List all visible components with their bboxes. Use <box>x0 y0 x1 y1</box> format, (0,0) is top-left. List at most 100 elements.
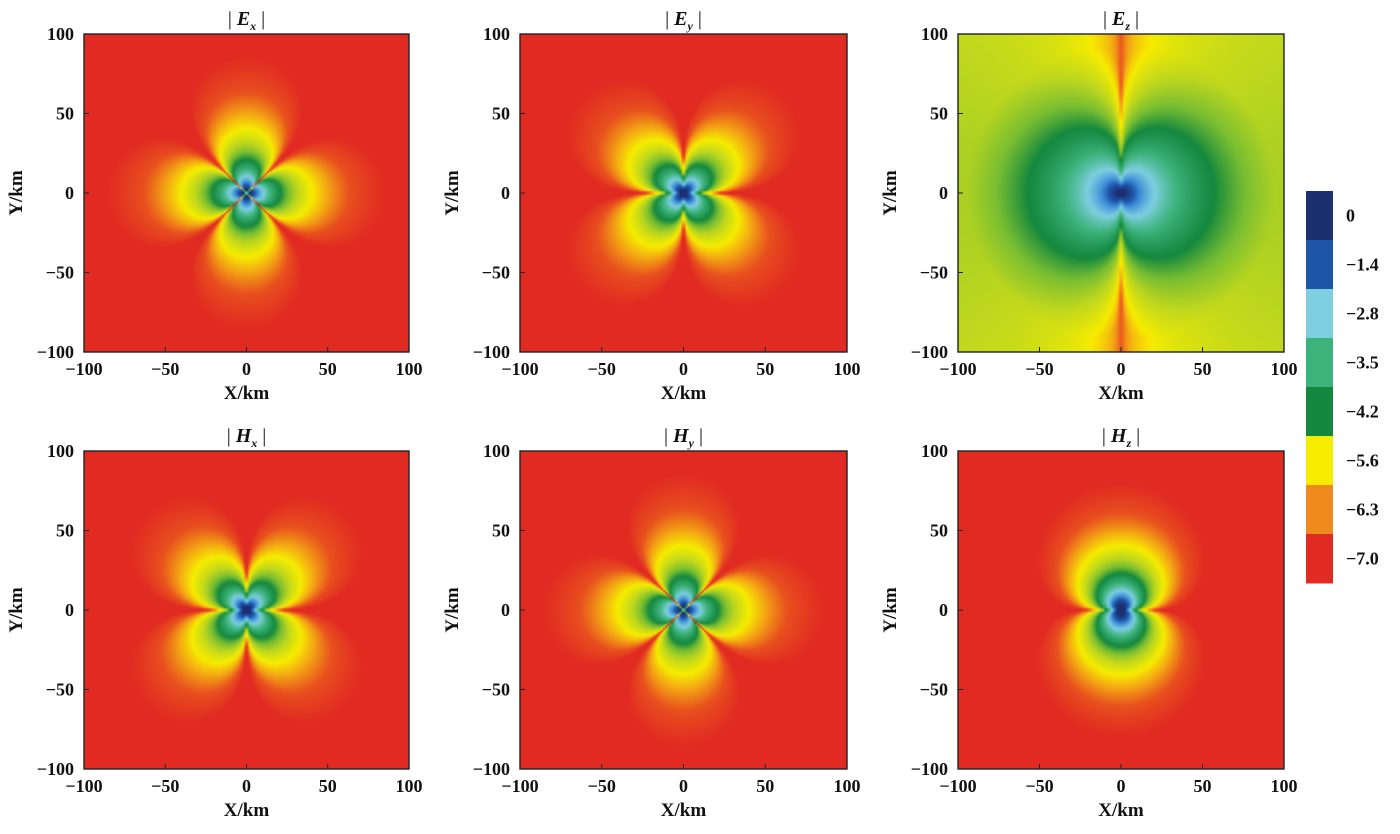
colorbar-swatch <box>1306 191 1333 241</box>
y-tick-label: 50 <box>56 521 74 541</box>
y-tick-label: −100 <box>473 342 510 362</box>
panel-2: | Ey | −100 −50 0 50 100 100 50 0 −50 −100 X/km Y/km <box>442 8 861 404</box>
y-tick-label: −100 <box>37 759 74 779</box>
x-axis-label: X/km <box>224 383 270 404</box>
x-tick-label: 50 <box>1194 359 1212 379</box>
colorbar-swatch <box>1306 387 1333 437</box>
panel-title: | Ez | <box>1103 8 1139 33</box>
panel-title: | Hx | <box>227 425 267 450</box>
y-axis-label: Y/km <box>880 170 901 216</box>
y-axis-label: Y/km <box>880 587 901 633</box>
panel-title: | Hz | <box>1102 425 1140 450</box>
y-tick-label: −50 <box>482 680 510 700</box>
colorbar-swatch <box>1306 485 1333 535</box>
panel-6: | Hz | −100 −50 0 50 100 100 50 0 −50 −100 X/km Y/km <box>880 425 1298 821</box>
x-tick-label: 0 <box>242 359 251 379</box>
y-tick-label: −100 <box>473 759 510 779</box>
colorbar-label: −7.0 <box>1346 549 1379 569</box>
x-tick-label: −100 <box>501 359 538 379</box>
x-axis-label: X/km <box>1098 800 1144 821</box>
x-tick-label: 100 <box>1271 359 1298 379</box>
heatmap-image <box>520 34 847 352</box>
colorbar-swatch <box>1306 534 1333 584</box>
colorbar-swatch <box>1306 436 1333 486</box>
y-tick-label: 0 <box>65 183 74 203</box>
x-tick-label: 0 <box>1117 359 1126 379</box>
panel-title: | Ey | <box>665 8 702 33</box>
x-tick-label: 50 <box>319 776 337 796</box>
x-tick-label: 50 <box>1194 776 1212 796</box>
panel-title: | Ex | <box>228 8 265 33</box>
y-axis-label: Y/km <box>6 587 27 633</box>
x-tick-label: 100 <box>834 776 861 796</box>
colorbar-label: −4.2 <box>1346 402 1379 422</box>
y-tick-label: 50 <box>56 104 74 124</box>
x-tick-label: 100 <box>1271 776 1298 796</box>
y-tick-label: −50 <box>920 680 948 700</box>
heatmap-image <box>958 451 1284 769</box>
x-axis-label: X/km <box>661 383 707 404</box>
colorbar-swatch <box>1306 240 1333 290</box>
x-tick-label: 0 <box>679 359 688 379</box>
colorbar-label: −1.4 <box>1346 255 1379 275</box>
x-tick-label: −50 <box>588 359 616 379</box>
heatmap-image <box>84 34 409 352</box>
x-tick-label: −100 <box>939 359 976 379</box>
y-tick-label: 0 <box>501 600 510 620</box>
panel-1: | Ex | −100 −50 0 50 100 100 50 0 −50 −100 X/km Y/km <box>6 8 423 404</box>
panel-title: | Hy | <box>664 425 703 450</box>
heatmap-image <box>520 451 847 769</box>
y-tick-label: 100 <box>47 24 74 44</box>
colorbar-label: −5.6 <box>1346 451 1379 471</box>
x-tick-label: −50 <box>1025 776 1053 796</box>
heatmap-image <box>958 34 1284 352</box>
y-tick-label: −100 <box>911 342 948 362</box>
panel-5: | Hy | −100 −50 0 50 100 100 50 0 −50 −100 X/km Y/km <box>442 425 861 821</box>
y-tick-label: 100 <box>483 24 510 44</box>
y-tick-label: −100 <box>37 342 74 362</box>
x-tick-label: 50 <box>756 776 774 796</box>
y-tick-label: 50 <box>930 521 948 541</box>
y-axis-label: Y/km <box>6 170 27 216</box>
y-tick-label: 0 <box>65 600 74 620</box>
x-tick-label: −50 <box>151 359 179 379</box>
x-tick-label: 0 <box>242 776 251 796</box>
y-tick-label: 50 <box>930 104 948 124</box>
y-tick-label: 100 <box>921 24 948 44</box>
x-tick-label: 100 <box>396 776 423 796</box>
x-tick-label: −50 <box>151 776 179 796</box>
x-tick-label: 100 <box>834 359 861 379</box>
y-tick-label: 100 <box>483 441 510 461</box>
colorbar: 0 −1.4 −2.8 −3.5 −4.2 −5.6 −6.3 −7.0 <box>1306 191 1379 584</box>
x-tick-label: −100 <box>65 359 102 379</box>
x-tick-label: −100 <box>501 776 538 796</box>
y-axis-label: Y/km <box>442 587 463 633</box>
x-tick-label: −100 <box>939 776 976 796</box>
x-tick-label: 0 <box>679 776 688 796</box>
colorbar-label: 0 <box>1346 206 1355 226</box>
y-tick-label: −50 <box>46 680 74 700</box>
x-tick-label: 50 <box>756 359 774 379</box>
x-tick-label: 0 <box>1117 776 1126 796</box>
y-tick-label: −50 <box>46 263 74 283</box>
x-tick-label: 100 <box>396 359 423 379</box>
colorbar-label: −6.3 <box>1346 500 1379 520</box>
x-axis-label: X/km <box>661 800 707 821</box>
y-tick-label: −50 <box>920 263 948 283</box>
x-tick-label: 50 <box>319 359 337 379</box>
y-tick-label: 0 <box>939 183 948 203</box>
y-tick-label: 0 <box>501 183 510 203</box>
y-tick-label: 50 <box>492 521 510 541</box>
y-tick-label: −50 <box>482 263 510 283</box>
heatmap-image <box>84 451 409 769</box>
colorbar-label: −2.8 <box>1346 304 1379 324</box>
x-axis-label: X/km <box>1098 383 1144 404</box>
y-axis-label: Y/km <box>442 170 463 216</box>
panel-4: | Hx | −100 −50 0 50 100 100 50 0 −50 −100 X/km Y/km <box>6 425 423 821</box>
y-tick-label: −100 <box>911 759 948 779</box>
x-tick-label: −100 <box>65 776 102 796</box>
y-tick-label: 100 <box>921 441 948 461</box>
y-tick-label: 50 <box>492 104 510 124</box>
panel-3: | Ez | −100 −50 0 50 100 100 50 0 −50 −100 X/km Y/km <box>880 8 1298 404</box>
